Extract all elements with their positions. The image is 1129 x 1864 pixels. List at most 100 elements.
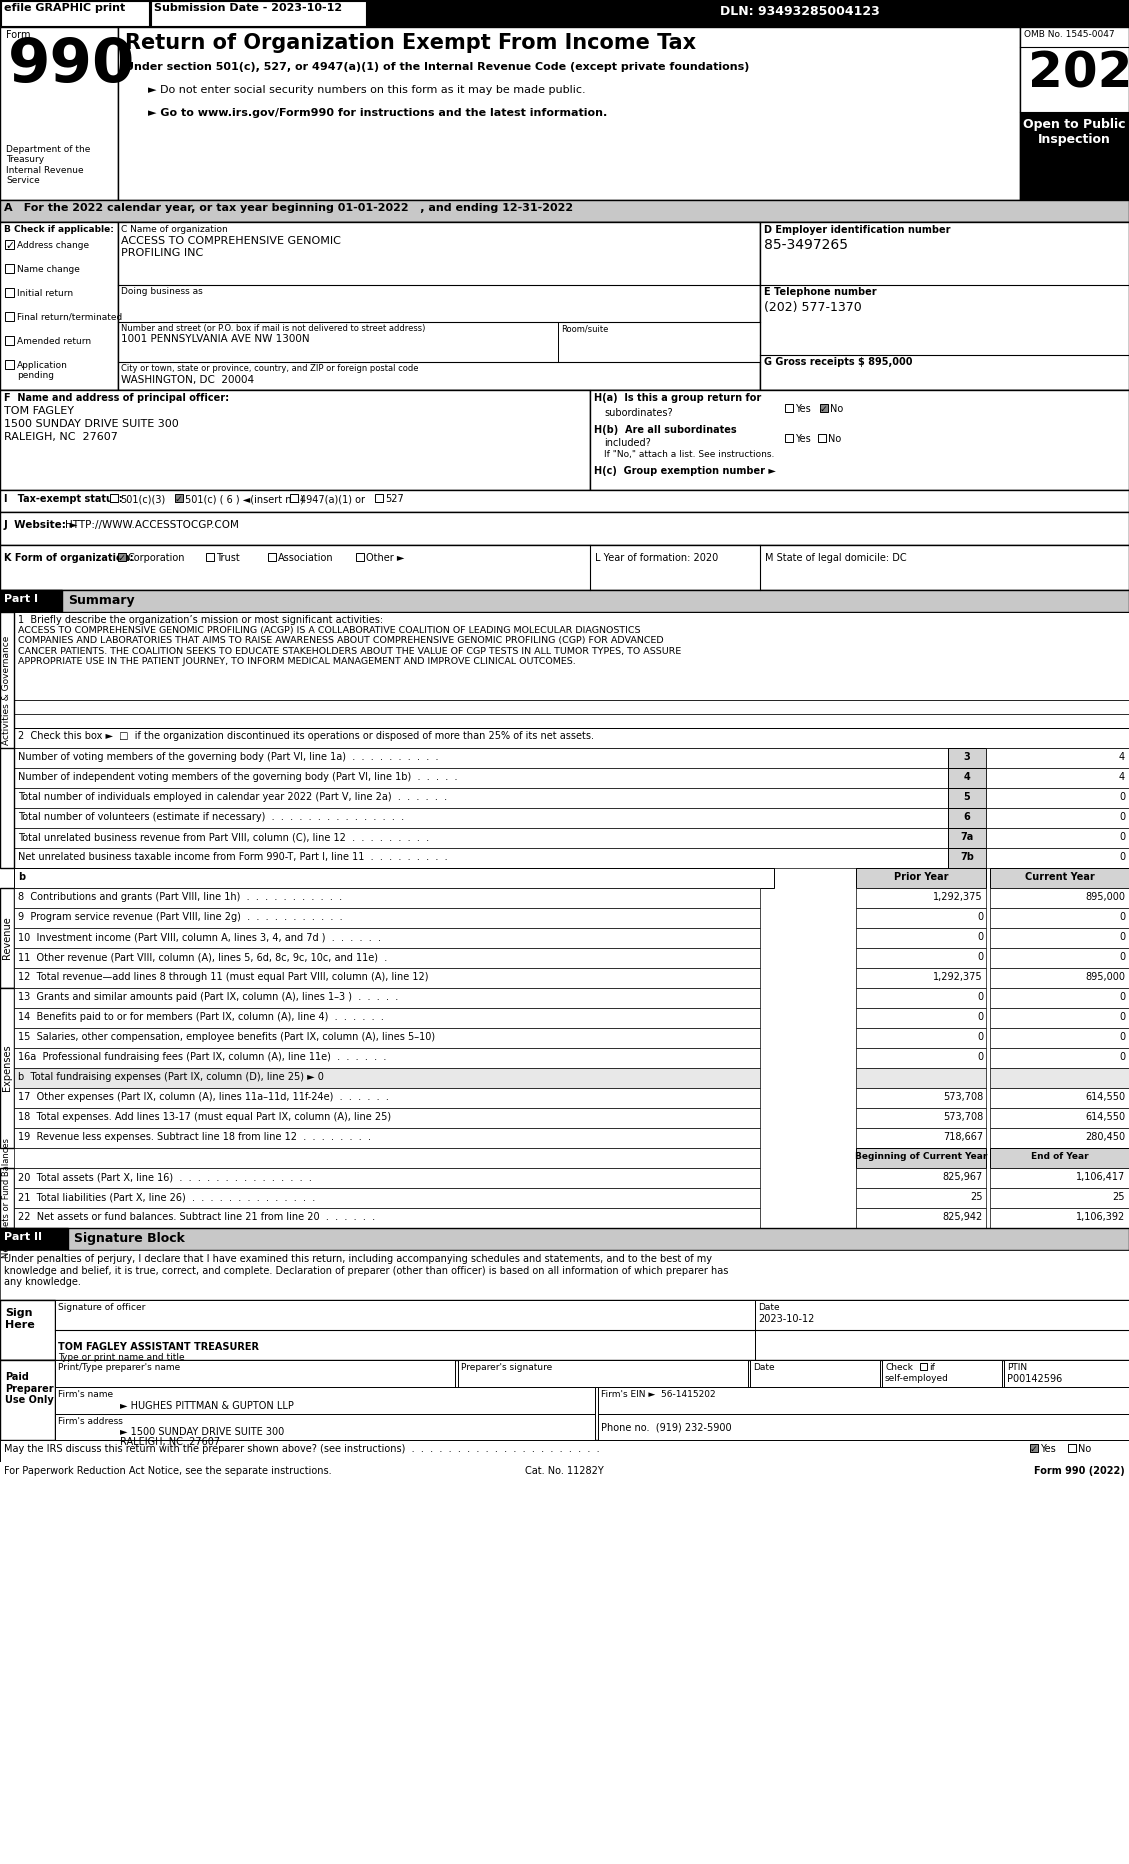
Text: PTIN: PTIN: [1007, 1363, 1027, 1372]
Bar: [856, 1187, 986, 1208]
Bar: [14, 1208, 760, 1228]
Text: 7a: 7a: [961, 831, 973, 843]
Text: 20  Total assets (Part X, line 16)  .  .  .  .  .  .  .  .  .  .  .  .  .  .  .: 20 Total assets (Part X, line 16) . . . …: [18, 1172, 312, 1182]
Text: Sign
Here: Sign Here: [5, 1309, 35, 1329]
Bar: [5, 289, 14, 296]
Text: 16a  Professional fundraising fees (Part IX, column (A), line 11e)  .  .  .  .  : 16a Professional fundraising fees (Part …: [18, 1051, 386, 1062]
Text: For Paperwork Reduction Act Notice, see the separate instructions.: For Paperwork Reduction Act Notice, see …: [5, 1465, 332, 1476]
Text: G Gross receipts $ 895,000: G Gross receipts $ 895,000: [764, 358, 912, 367]
Text: 0: 0: [1119, 792, 1124, 802]
Bar: [986, 788, 1129, 807]
Text: Room/suite: Room/suite: [561, 324, 609, 334]
Bar: [14, 1187, 760, 1208]
Bar: [1, 2, 149, 26]
Text: Yes: Yes: [795, 434, 811, 444]
Bar: [14, 1128, 760, 1148]
Bar: [14, 887, 760, 908]
Bar: [856, 949, 986, 967]
Text: DLN: 93493285004123: DLN: 93493285004123: [720, 6, 879, 19]
Text: 0: 0: [977, 1051, 983, 1062]
Bar: [990, 967, 1129, 988]
Text: Activities & Governance: Activities & Governance: [2, 636, 11, 746]
Bar: [55, 1361, 455, 1387]
Bar: [986, 768, 1129, 788]
Bar: [14, 1048, 760, 1068]
Bar: [856, 1089, 986, 1107]
Text: 1001 PENNSYLVANIA AVE NW 1300N: 1001 PENNSYLVANIA AVE NW 1300N: [121, 334, 309, 345]
Text: Paid
Preparer
Use Only: Paid Preparer Use Only: [5, 1372, 54, 1405]
Text: H(c)  Group exemption number ►: H(c) Group exemption number ►: [594, 466, 776, 475]
Text: Beginning of Current Year: Beginning of Current Year: [855, 1152, 987, 1161]
Text: 0: 0: [1119, 831, 1124, 843]
Bar: [990, 928, 1129, 949]
Bar: [856, 908, 986, 928]
Text: 25: 25: [1112, 1191, 1124, 1202]
Bar: [856, 1029, 986, 1048]
Text: 25: 25: [971, 1191, 983, 1202]
Bar: [990, 1187, 1129, 1208]
Bar: [14, 788, 948, 807]
Text: Date: Date: [758, 1303, 780, 1312]
Bar: [819, 434, 826, 442]
Text: subordinates?: subordinates?: [604, 408, 673, 418]
Bar: [990, 869, 1129, 887]
Bar: [990, 988, 1129, 1008]
Text: Total number of volunteers (estimate if necessary)  .  .  .  .  .  .  .  .  .  .: Total number of volunteers (estimate if …: [18, 813, 404, 822]
Text: 14  Benefits paid to or for members (Part IX, column (A), line 4)  .  .  .  .  .: 14 Benefits paid to or for members (Part…: [18, 1012, 384, 1021]
Text: Final return/terminated: Final return/terminated: [17, 313, 122, 322]
Text: Total number of individuals employed in calendar year 2022 (Part V, line 2a)  . : Total number of individuals employed in …: [18, 792, 447, 802]
Text: 895,000: 895,000: [1085, 893, 1124, 902]
Bar: [856, 1107, 986, 1128]
Text: efile GRAPHIC print: efile GRAPHIC print: [5, 4, 125, 13]
Bar: [119, 222, 760, 390]
Bar: [986, 807, 1129, 828]
Bar: [820, 404, 828, 412]
Text: J  Website: ►: J Website: ►: [5, 520, 79, 529]
Text: Preparer's signature: Preparer's signature: [461, 1363, 552, 1372]
Bar: [119, 26, 1019, 199]
Text: 1500 SUNDAY DRIVE SUITE 300: 1500 SUNDAY DRIVE SUITE 300: [5, 419, 178, 429]
Text: 8  Contributions and grants (Part VIII, line 1h)  .  .  .  .  .  .  .  .  .  .  : 8 Contributions and grants (Part VIII, l…: [18, 893, 342, 902]
Text: HTTP://WWW.ACCESSTOCGP.COM: HTTP://WWW.ACCESSTOCGP.COM: [65, 520, 239, 529]
Text: 718,667: 718,667: [943, 1131, 983, 1143]
Bar: [990, 949, 1129, 967]
Text: RALEIGH, NC  27607: RALEIGH, NC 27607: [120, 1437, 220, 1446]
Text: Other ►: Other ►: [366, 554, 404, 563]
Bar: [760, 222, 1129, 390]
Bar: [920, 1363, 927, 1370]
Text: Part I: Part I: [5, 595, 38, 604]
Bar: [0, 1251, 1129, 1299]
Text: ACCESS TO COMPREHENSIVE GENOMIC
PROFILING INC: ACCESS TO COMPREHENSIVE GENOMIC PROFILIN…: [121, 237, 341, 257]
Bar: [55, 1299, 755, 1361]
Bar: [5, 311, 14, 321]
Text: 501(c)(3): 501(c)(3): [120, 494, 165, 503]
Text: End of Year: End of Year: [1031, 1152, 1088, 1161]
Text: ✓: ✓: [175, 496, 183, 503]
Bar: [14, 848, 948, 869]
Bar: [14, 988, 760, 1008]
Bar: [856, 1169, 986, 1187]
Bar: [0, 1441, 1129, 1461]
Bar: [1019, 26, 1129, 199]
Bar: [990, 1068, 1129, 1089]
Text: Firm's EIN ►  56-1415202: Firm's EIN ► 56-1415202: [601, 1391, 716, 1400]
Text: Department of the
Treasury
Internal Revenue
Service: Department of the Treasury Internal Reve…: [6, 145, 90, 185]
Bar: [14, 611, 1129, 701]
Bar: [110, 494, 119, 501]
Bar: [175, 494, 183, 501]
Bar: [14, 701, 1129, 714]
Bar: [990, 908, 1129, 928]
Bar: [14, 807, 948, 828]
Text: 1,292,375: 1,292,375: [934, 893, 983, 902]
Bar: [990, 1169, 1129, 1187]
Text: 2  Check this box ►  □  if the organization discontinued its operations or dispo: 2 Check this box ► □ if the organization…: [18, 731, 594, 742]
Text: TOM FAGLEY ASSISTANT TREASURER: TOM FAGLEY ASSISTANT TREASURER: [58, 1342, 259, 1351]
Text: ✓: ✓: [119, 554, 126, 563]
Text: 7b: 7b: [960, 852, 974, 861]
Text: Name change: Name change: [17, 265, 80, 274]
Bar: [856, 1008, 986, 1029]
Text: 825,967: 825,967: [943, 1172, 983, 1182]
Bar: [375, 494, 383, 501]
Text: Doing business as: Doing business as: [121, 287, 203, 296]
Text: F  Name and address of principal officer:: F Name and address of principal officer:: [5, 393, 229, 403]
